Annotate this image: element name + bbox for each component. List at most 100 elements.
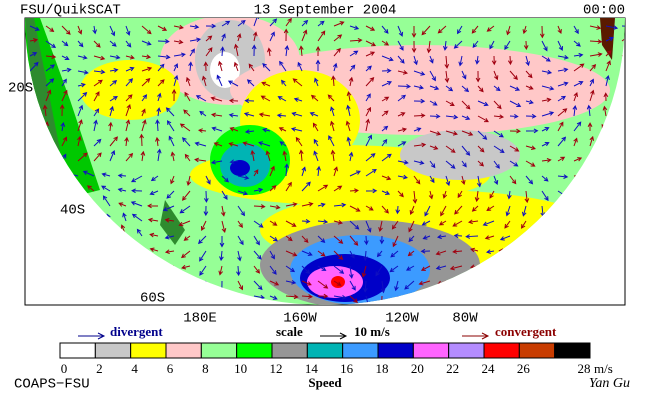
wind-arrow	[395, 205, 401, 215]
wind-arrow	[199, 250, 207, 262]
wind-arrow	[411, 40, 417, 53]
wind-arrow	[301, 265, 311, 275]
wind-arrow	[109, 150, 116, 162]
wind-arrow	[295, 136, 303, 147]
wind-arrow	[397, 160, 409, 165]
wind-arrow	[440, 205, 447, 217]
wind-arrow	[317, 235, 326, 243]
wind-arrow	[365, 118, 370, 132]
wind-arrow	[61, 40, 69, 47]
date: 13 September 2004	[254, 3, 397, 19]
wind-arrow	[166, 120, 175, 132]
source: FSU/QuikSCAT	[20, 3, 121, 19]
wind-arrow	[381, 25, 389, 34]
wind-arrow	[173, 39, 184, 45]
wind-arrow	[184, 91, 191, 102]
wind-arrow	[93, 69, 106, 75]
wind-arrow	[413, 127, 422, 132]
wind-arrow	[279, 60, 287, 72]
colorbar-box	[412, 342, 450, 359]
scale-value: 10 m/s	[354, 324, 390, 339]
wind-arrow	[587, 122, 593, 132]
wind-arrow	[141, 40, 152, 46]
wind-arrow	[317, 250, 326, 257]
wind-arrow	[197, 235, 207, 245]
wind-arrow	[179, 123, 191, 132]
wind-arrow	[505, 205, 511, 217]
wind-arrow	[109, 40, 117, 47]
wind-arrow	[349, 38, 363, 43]
wind-arrow	[365, 93, 371, 102]
wind-arrow	[509, 70, 518, 81]
wind-arrow	[278, 127, 287, 132]
wind-arrow	[157, 39, 170, 44]
wind-arrow	[45, 89, 52, 102]
wind-arrow	[397, 40, 404, 51]
wind-arrow	[539, 25, 545, 39]
wind-arrow	[557, 40, 564, 51]
wind-arrow	[298, 149, 304, 162]
wind-arrow	[236, 33, 242, 42]
wind-arrow	[586, 104, 592, 117]
wind-arrow	[188, 61, 193, 72]
wind-arrow	[348, 265, 354, 279]
wind-arrow	[408, 235, 415, 243]
wind-arrow	[445, 114, 459, 120]
wind-arrow	[493, 100, 502, 110]
wind-arrow	[45, 25, 55, 32]
wind-arrow	[589, 52, 603, 57]
wind-arrow	[213, 142, 223, 147]
wind-arrow	[557, 54, 569, 60]
wind-arrow	[279, 141, 287, 147]
wind-arrow	[109, 67, 119, 73]
wind-arrow	[345, 120, 351, 132]
wind-arrow	[253, 250, 262, 260]
wind-arrow	[221, 220, 227, 234]
wind-arrow	[189, 48, 195, 57]
wind-arrow	[461, 70, 467, 80]
wind-arrow	[183, 109, 191, 117]
wind-arrow	[422, 235, 431, 240]
wind-arrow	[125, 119, 131, 132]
wind-arrow	[429, 175, 435, 184]
wind-arrow	[413, 98, 426, 104]
wind-arrow	[493, 114, 505, 120]
colorbar-tick: 0	[61, 361, 68, 376]
wind-arrow	[253, 265, 261, 274]
wind-arrow	[253, 235, 260, 246]
wind-arrow	[376, 250, 383, 258]
wind-arrow	[573, 92, 578, 102]
wind-arrow	[313, 138, 319, 147]
wind-arrow	[413, 142, 427, 148]
wind-arrow	[203, 190, 209, 203]
wind-arrow	[471, 205, 479, 212]
wind-arrow	[267, 47, 272, 57]
wind-arrow	[253, 169, 259, 177]
wind-arrow	[477, 130, 488, 140]
wind-arrow	[93, 40, 101, 48]
wind-arrow	[184, 153, 191, 162]
wind-arrow	[77, 104, 84, 117]
colorbar-tick: 20	[411, 361, 424, 376]
lon-label: 180E	[183, 311, 217, 327]
wind-arrow	[147, 203, 159, 209]
wind-arrow	[29, 25, 40, 31]
wind-arrow	[476, 175, 482, 188]
wind-arrow	[525, 55, 530, 67]
wind-arrow	[381, 190, 391, 195]
wind-arrow	[521, 205, 527, 217]
wind-arrow	[284, 163, 290, 177]
wind-arrow	[381, 40, 390, 46]
wind-arrow	[29, 52, 38, 57]
wind-arrow	[457, 190, 463, 199]
wind-arrow	[291, 111, 303, 117]
wind-arrow	[29, 37, 39, 43]
wind-arrow	[168, 135, 175, 147]
wind-arrow	[605, 74, 610, 87]
wind-arrow	[525, 175, 534, 185]
wind-arrow	[77, 91, 88, 102]
wind-arrow	[330, 149, 336, 162]
divergent-label: divergent	[110, 324, 163, 339]
wind-arrow	[253, 187, 264, 193]
wind-arrow	[429, 100, 438, 106]
